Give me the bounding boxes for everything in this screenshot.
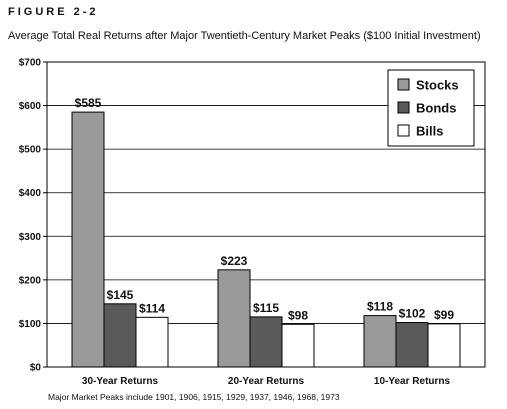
y-axis-ticks: $0 $100 $200 $300 $400 $500 $600 $700 xyxy=(19,58,42,374)
legend-swatch-bonds xyxy=(397,101,410,114)
y-tick-label: $300 xyxy=(19,232,42,243)
data-labels: $585 $145 $114 $223 $115 $98 $118 $102 $99 xyxy=(75,96,455,322)
data-label: $98 xyxy=(288,308,308,322)
data-label: $145 xyxy=(107,288,134,302)
y-tick-label: $200 xyxy=(19,275,42,286)
legend-label-bonds: Bonds xyxy=(416,101,456,116)
data-label: $102 xyxy=(399,307,426,321)
legend-swatch-bills xyxy=(397,124,410,137)
x-category-label: 30-Year Returns xyxy=(82,376,159,387)
data-label: $115 xyxy=(253,301,279,315)
bar-stocks xyxy=(71,111,105,368)
bars xyxy=(71,111,461,368)
y-tick-label: $100 xyxy=(19,319,42,330)
legend: Stocks Bonds Bills xyxy=(387,69,475,147)
bar-bonds xyxy=(395,322,429,368)
data-label: $118 xyxy=(367,300,393,314)
footnote: Major Market Peaks include 1901, 1906, 1… xyxy=(48,392,340,402)
bar-bonds xyxy=(249,316,283,368)
x-axis-categories: 30-Year Returns 20-Year Returns 10-Year Re… xyxy=(82,376,451,387)
bar-bills xyxy=(427,323,461,368)
chart-subtitle: Average Total Real Returns after Major T… xyxy=(8,30,481,42)
legend-label-bills: Bills xyxy=(416,124,443,139)
figure-label: FIGURE 2-2 xyxy=(8,6,99,18)
legend-swatch-stocks xyxy=(397,78,410,91)
data-label: $114 xyxy=(139,301,165,315)
y-tick-label: $700 xyxy=(19,58,42,69)
data-label: $585 xyxy=(75,96,102,110)
bar-bills xyxy=(135,316,169,368)
legend-label-stocks: Stocks xyxy=(416,78,459,93)
bar-bills xyxy=(281,323,315,368)
bar-stocks xyxy=(363,315,397,368)
y-tick-label: $400 xyxy=(19,188,42,199)
y-tick-label: $0 xyxy=(30,363,42,374)
x-category-label: 10-Year Returns xyxy=(374,376,451,387)
y-tick-label: $600 xyxy=(19,101,42,112)
data-label: $223 xyxy=(221,254,248,268)
y-tick-label: $500 xyxy=(19,145,42,156)
x-category-label: 20-Year Returns xyxy=(228,376,305,387)
bar-bonds xyxy=(103,303,137,368)
bar-stocks xyxy=(217,269,251,368)
data-label: $99 xyxy=(434,308,454,322)
